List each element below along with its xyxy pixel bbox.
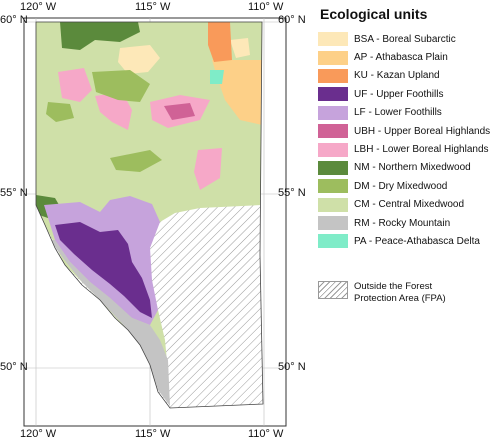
legend-swatch-ubh [318,124,348,139]
legend-label-ap: AP - Athabasca Plain [354,52,448,64]
legend-swatch-rm [318,216,348,231]
region-rm [50,240,170,406]
province-outline [35,21,264,409]
legend-item-bsa: BSA - Boreal Subarctic [318,30,498,48]
y-left-tick-3: 50° N [0,361,28,373]
x-top-tick-3: 110° W [248,1,284,13]
legend-swatch-lbh [318,142,348,157]
fpa-label-line1: Outside the Forest [354,280,433,292]
legend-item-lbh: LBH - Lower Boreal Highlands [318,140,498,158]
legend-swatch-nm [318,160,348,175]
legend-item-pa: PA - Peace-Athabasca Delta [318,232,498,250]
y-left-tick-2: 55° N [0,187,28,199]
legend-fpa: Outside the Forest Protection Area (FPA) [318,280,498,305]
legend-label-uf: UF - Upper Foothills [354,88,444,100]
legend: Ecological units BSA - Boreal Subarctic A… [318,6,498,305]
region-bsa [118,45,160,74]
legend-swatch-dm [318,179,348,194]
map-panel: 120° W 115° W 110° W 120° W 115° W 110° … [0,1,306,440]
region-lbh [58,68,92,102]
legend-label-dm: DM - Dry Mixedwood [354,180,448,192]
region-pa [210,70,224,84]
legend-item-lf: LF - Lower Foothills [318,104,498,122]
y-right-tick-3: 50° N [278,361,306,373]
region-dm-2 [46,102,74,122]
region-dm-3 [110,150,162,172]
region-lbh-4 [194,148,222,190]
legend-title: Ecological units [320,6,428,22]
legend-swatch-pa [318,234,348,249]
region-lbh-2 [95,92,132,130]
x-bottom-tick-2: 115° W [135,428,171,440]
legend-item-nm: NM - Northern Mixedwood [318,159,498,177]
x-top-tick-2: 115° W [135,1,171,13]
legend-label-rm: RM - Rocky Mountain [354,217,451,229]
legend-swatch-cm [318,197,348,212]
legend-item-uf: UF - Upper Foothills [318,85,498,103]
y-right-tick-2: 55° N [278,187,306,199]
region-uf [55,222,152,318]
x-bottom-tick-3: 110° W [248,428,284,440]
legend-label-pa: PA - Peace-Athabasca Delta [354,235,480,247]
legend-label-nm: NM - Northern Mixedwood [354,162,471,174]
fpa-swatch [318,280,348,299]
legend-item-dm: DM - Dry Mixedwood [318,177,498,195]
region-dm [92,70,150,102]
x-bottom-tick-1: 120° W [20,428,57,440]
y-right-tick-1: 60° N [278,14,306,26]
region-ubh [164,103,195,120]
legend-label-lbh: LBH - Lower Boreal Highlands [354,144,489,156]
legend-item-cm: CM - Central Mixedwood [318,196,498,214]
y-left-tick-1: 60° N [0,14,28,26]
legend-item-ap: AP - Athabasca Plain [318,48,498,66]
legend-swatch-lf [318,105,348,120]
legend-swatch-ku [318,68,348,83]
x-top-tick-1: 120° W [20,1,57,13]
region-nm [60,22,140,50]
legend-label-cm: CM - Central Mixedwood [354,199,465,211]
legend-item-ku: KU - Kazan Upland [318,67,498,85]
legend-swatch-ap [318,50,348,65]
legend-item-rm: RM - Rocky Mountain [318,214,498,232]
legend-swatch-bsa [318,32,348,47]
legend-label-bsa: BSA - Boreal Subarctic [354,33,456,45]
legend-items: BSA - Boreal Subarctic AP - Athabasca Pla… [318,30,498,251]
legend-item-ubh: UBH - Upper Boreal Highlands [318,122,498,140]
legend-label-lf: LF - Lower Foothills [354,107,442,119]
fpa-label-line2: Protection Area (FPA) [354,292,446,304]
legend-swatch-uf [318,87,348,102]
map-svg [23,17,287,427]
region-ap [212,60,262,125]
fpa-label: Outside the Forest Protection Area (FPA) [354,281,446,305]
region-bsa-2 [230,38,250,58]
legend-label-ubh: UBH - Upper Boreal Highlands [354,125,491,137]
region-ku [208,22,232,62]
legend-label-ku: KU - Kazan Upland [354,70,440,82]
